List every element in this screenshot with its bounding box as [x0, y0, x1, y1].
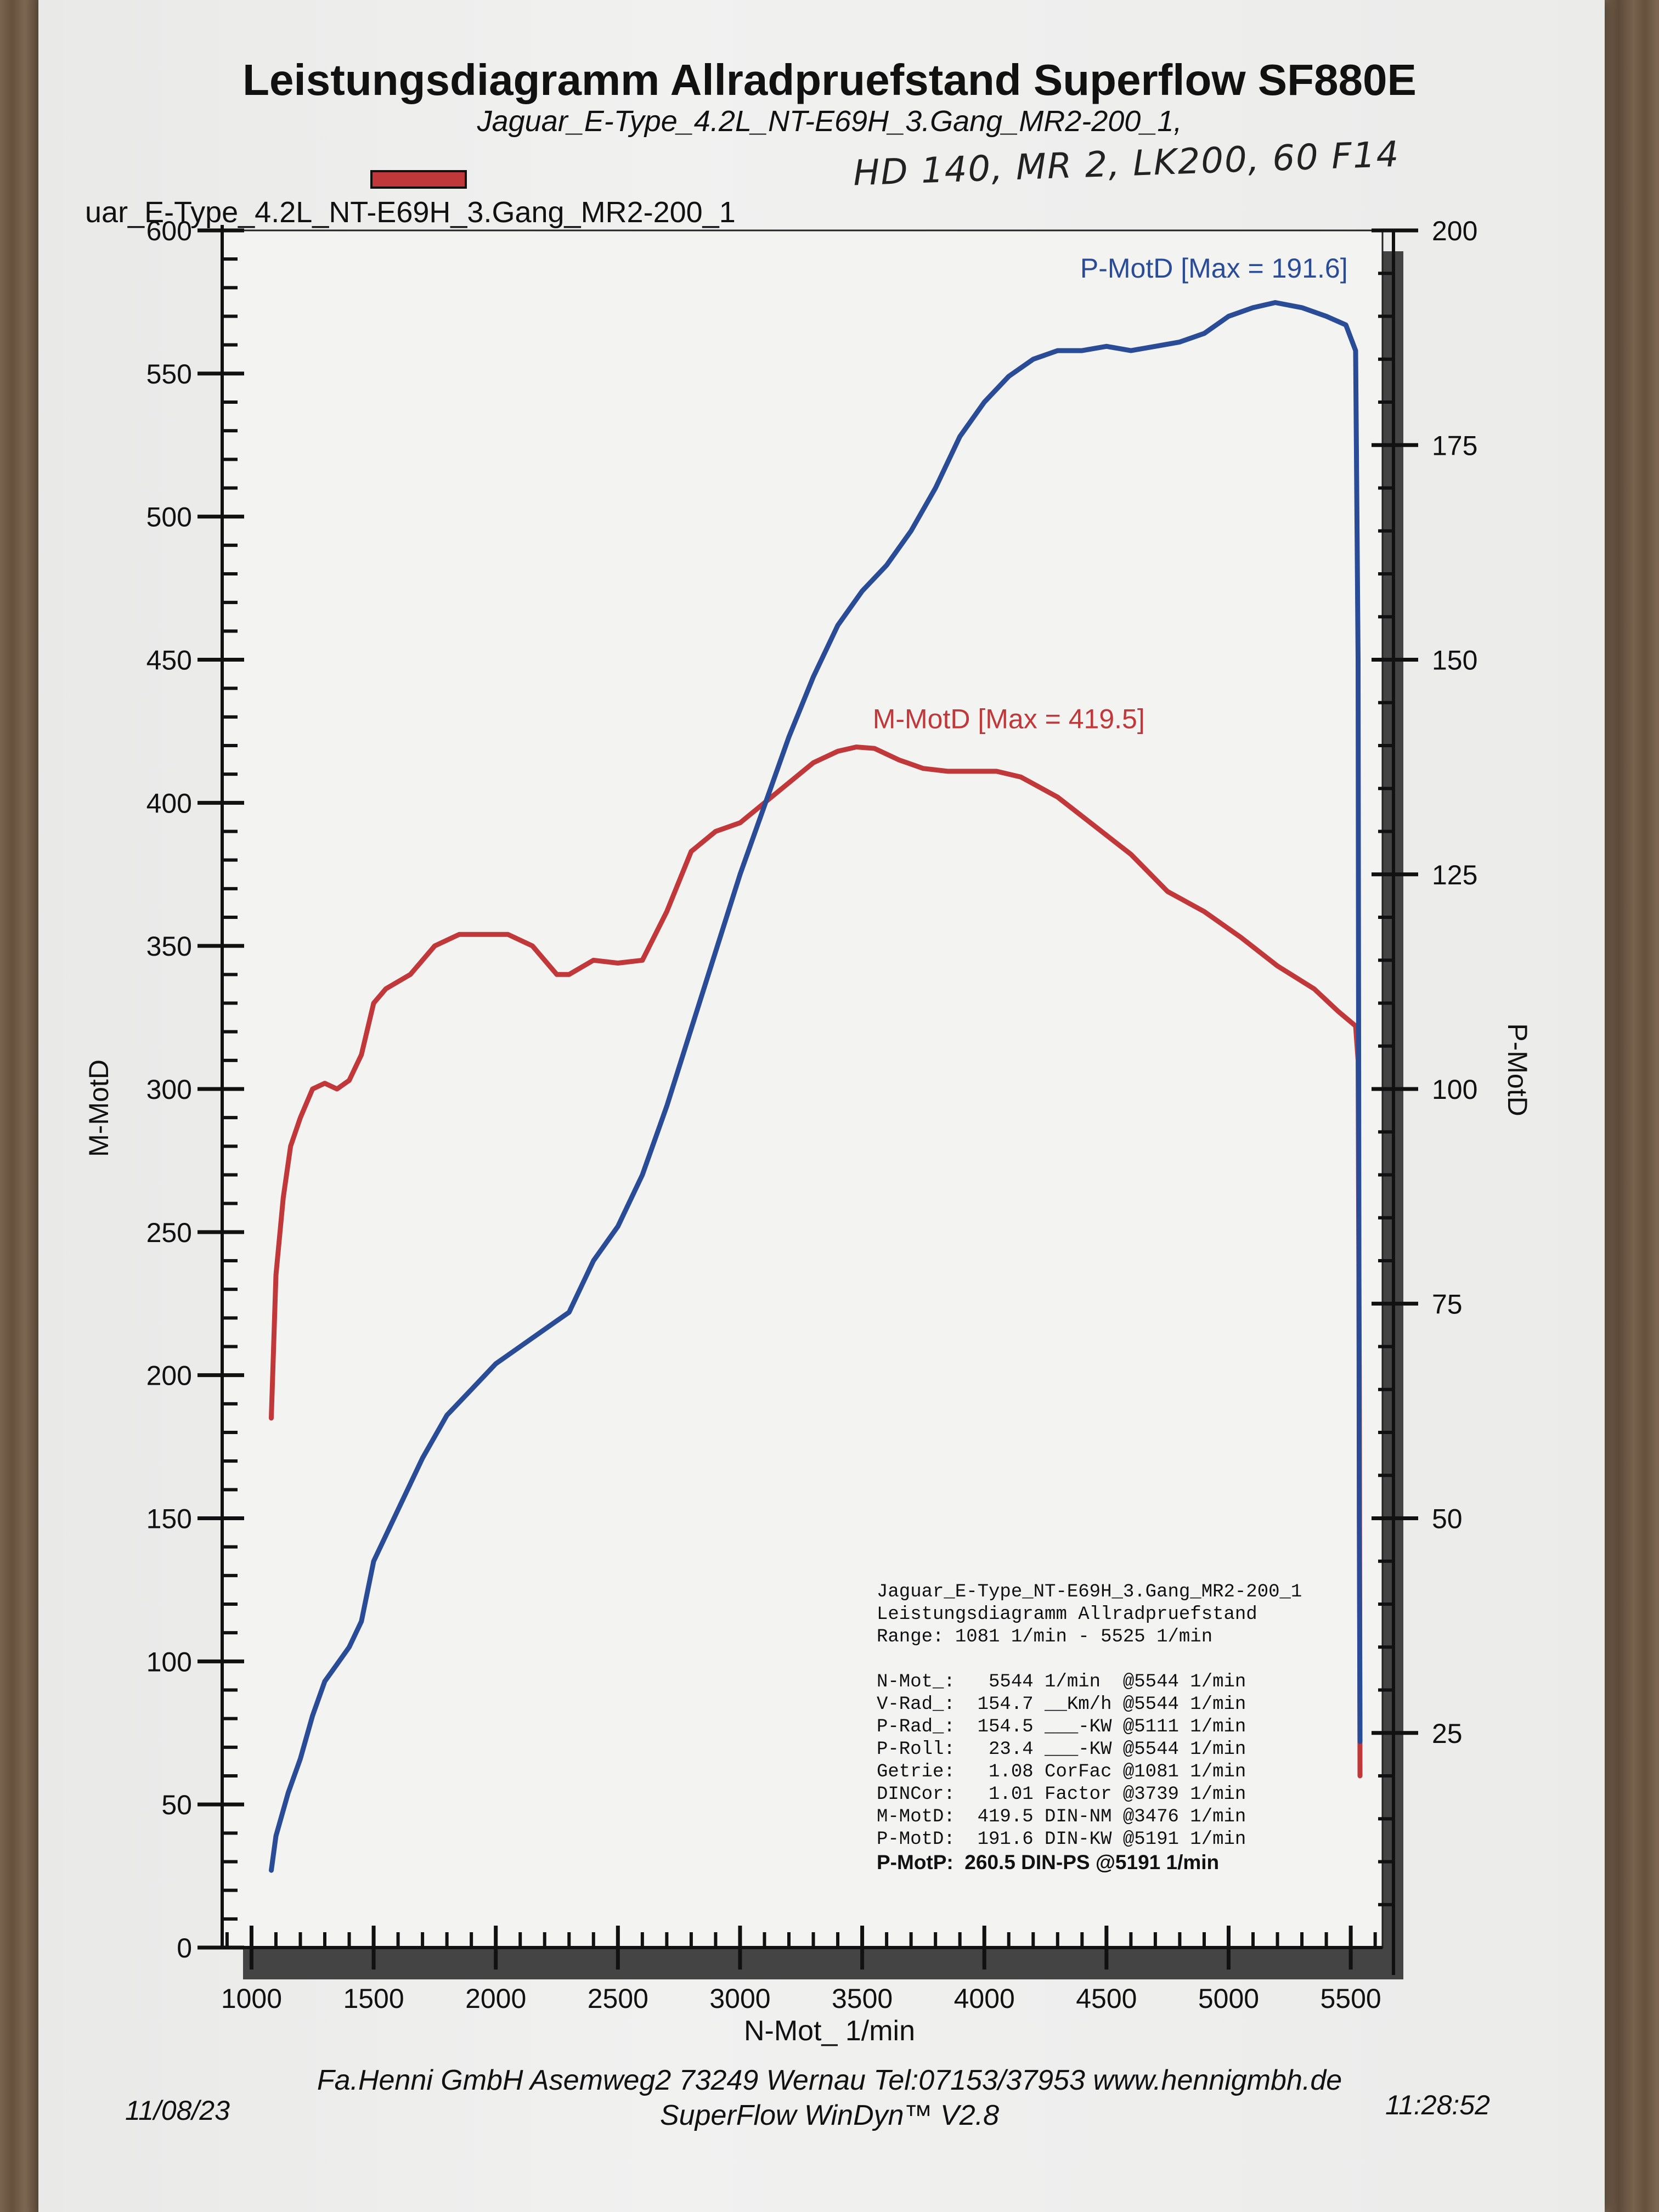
y-left-tick-label: 400	[146, 788, 192, 819]
x-axis-label: N-Mot_ 1/min	[743, 2015, 916, 2047]
y-left-tick-label: 250	[146, 1217, 192, 1248]
y-right-tick-label: 25	[1432, 1718, 1463, 1749]
y-right-tick-label: 50	[1432, 1504, 1463, 1534]
info-line: Leistungsdiagramm Allradpruefstand	[877, 1604, 1257, 1625]
y-axis-label-left: M-MotD	[83, 1059, 114, 1157]
torque-series-line	[269, 744, 1363, 1779]
x-tick-label: 3000	[709, 1983, 770, 2014]
info-line: V-Rad_: 154.7 __Km/h @5544 1/min	[877, 1694, 1246, 1715]
info-line: P-Roll: 23.4 ___-KW @5544 1/min	[877, 1739, 1246, 1760]
chart-title: Leistungsdiagramm Allradpruefstand Super…	[242, 55, 1417, 104]
x-tick-label: 2500	[588, 1983, 648, 2014]
y-right-tick-label: 200	[1432, 216, 1477, 246]
y-left-tick-label: 150	[146, 1504, 192, 1534]
y-left-tick-label: 0	[177, 1933, 192, 1963]
y-left-tick-label: 500	[146, 502, 192, 533]
x-tick-label: 5500	[1320, 1983, 1381, 2014]
y-left-tick-label: 100	[146, 1646, 192, 1677]
y-left-tick-label: 450	[146, 645, 192, 676]
x-tick-label: 4500	[1076, 1983, 1137, 2014]
legend-swatch	[370, 170, 467, 189]
y-left-tick-label: 550	[146, 359, 192, 390]
legend-label: uar_E-Type_4.2L_NT-E69H_3.Gang_MR2-200_1	[85, 196, 736, 229]
info-line: P-Rad_: 154.5 ___-KW @5111 1/min	[877, 1717, 1246, 1737]
y-left-tick-label: 300	[146, 1074, 192, 1105]
info-line: P-MotD: 191.6 DIN-KW @5191 1/min	[877, 1829, 1246, 1850]
info-line: M-MotD: 419.5 DIN-NM @3476 1/min	[877, 1807, 1246, 1827]
y-left-tick-label: 350	[146, 931, 192, 962]
y-left-tick-label: 600	[146, 216, 192, 246]
info-line	[877, 1649, 1302, 1671]
y-right-tick-label: 75	[1432, 1289, 1463, 1319]
info-line: N-Mot_: 5544 1/min @5544 1/min	[877, 1672, 1246, 1692]
chart-subtitle: Jaguar_E-Type_4.2L_NT-E69H_3.Gang_MR2-20…	[477, 105, 1182, 138]
power-max-annotation: P-MotD [Max = 191.6]	[1080, 253, 1348, 284]
footer-time: 11:28:52	[1385, 2090, 1490, 2120]
plot-area	[221, 229, 1384, 1949]
footer-company: Fa.Henni GmbH Asemweg2 73249 Wernau Tel:…	[317, 2064, 1342, 2096]
y-left-tick-label: 200	[146, 1361, 192, 1391]
y-right-tick-label: 100	[1432, 1074, 1477, 1105]
info-line: Getrie: 1.08 CorFac @1081 1/min	[877, 1762, 1246, 1782]
y-right-tick-label: 125	[1432, 860, 1477, 890]
y-right-tick-label: 175	[1432, 430, 1477, 461]
x-tick-label: 5000	[1198, 1983, 1259, 2014]
x-tick-label: 2000	[465, 1983, 526, 2014]
x-tick-label: 3500	[832, 1983, 893, 2014]
y-right-tick-label: 150	[1432, 645, 1477, 676]
info-box: Jaguar_E-Type_NT-E69H_3.Gang_MR2-200_1 L…	[877, 1581, 1302, 1874]
info-line: Range: 1081 1/min - 5525 1/min	[877, 1627, 1213, 1647]
x-tick-label: 1500	[343, 1983, 404, 2014]
footer-software: SuperFlow WinDyn™ V2.8	[660, 2100, 999, 2131]
x-tick-label: 4000	[954, 1983, 1015, 2014]
x-tick-label: 1000	[221, 1983, 282, 2014]
info-line-bold: P-MotP: 260.5 DIN-PS @5191 1/min	[877, 1851, 1220, 1874]
info-line: DINCor: 1.01 Factor @3739 1/min	[877, 1784, 1246, 1805]
power-series-line	[269, 300, 1363, 1873]
footer-date: 11/08/23	[125, 2095, 230, 2126]
info-line: Jaguar_E-Type_NT-E69H_3.Gang_MR2-200_1	[877, 1582, 1302, 1602]
y-axis-label-right: P-MotD	[1502, 1023, 1533, 1116]
torque-max-annotation: M-MotD [Max = 419.5]	[873, 704, 1145, 735]
y-left-tick-label: 50	[161, 1790, 192, 1820]
